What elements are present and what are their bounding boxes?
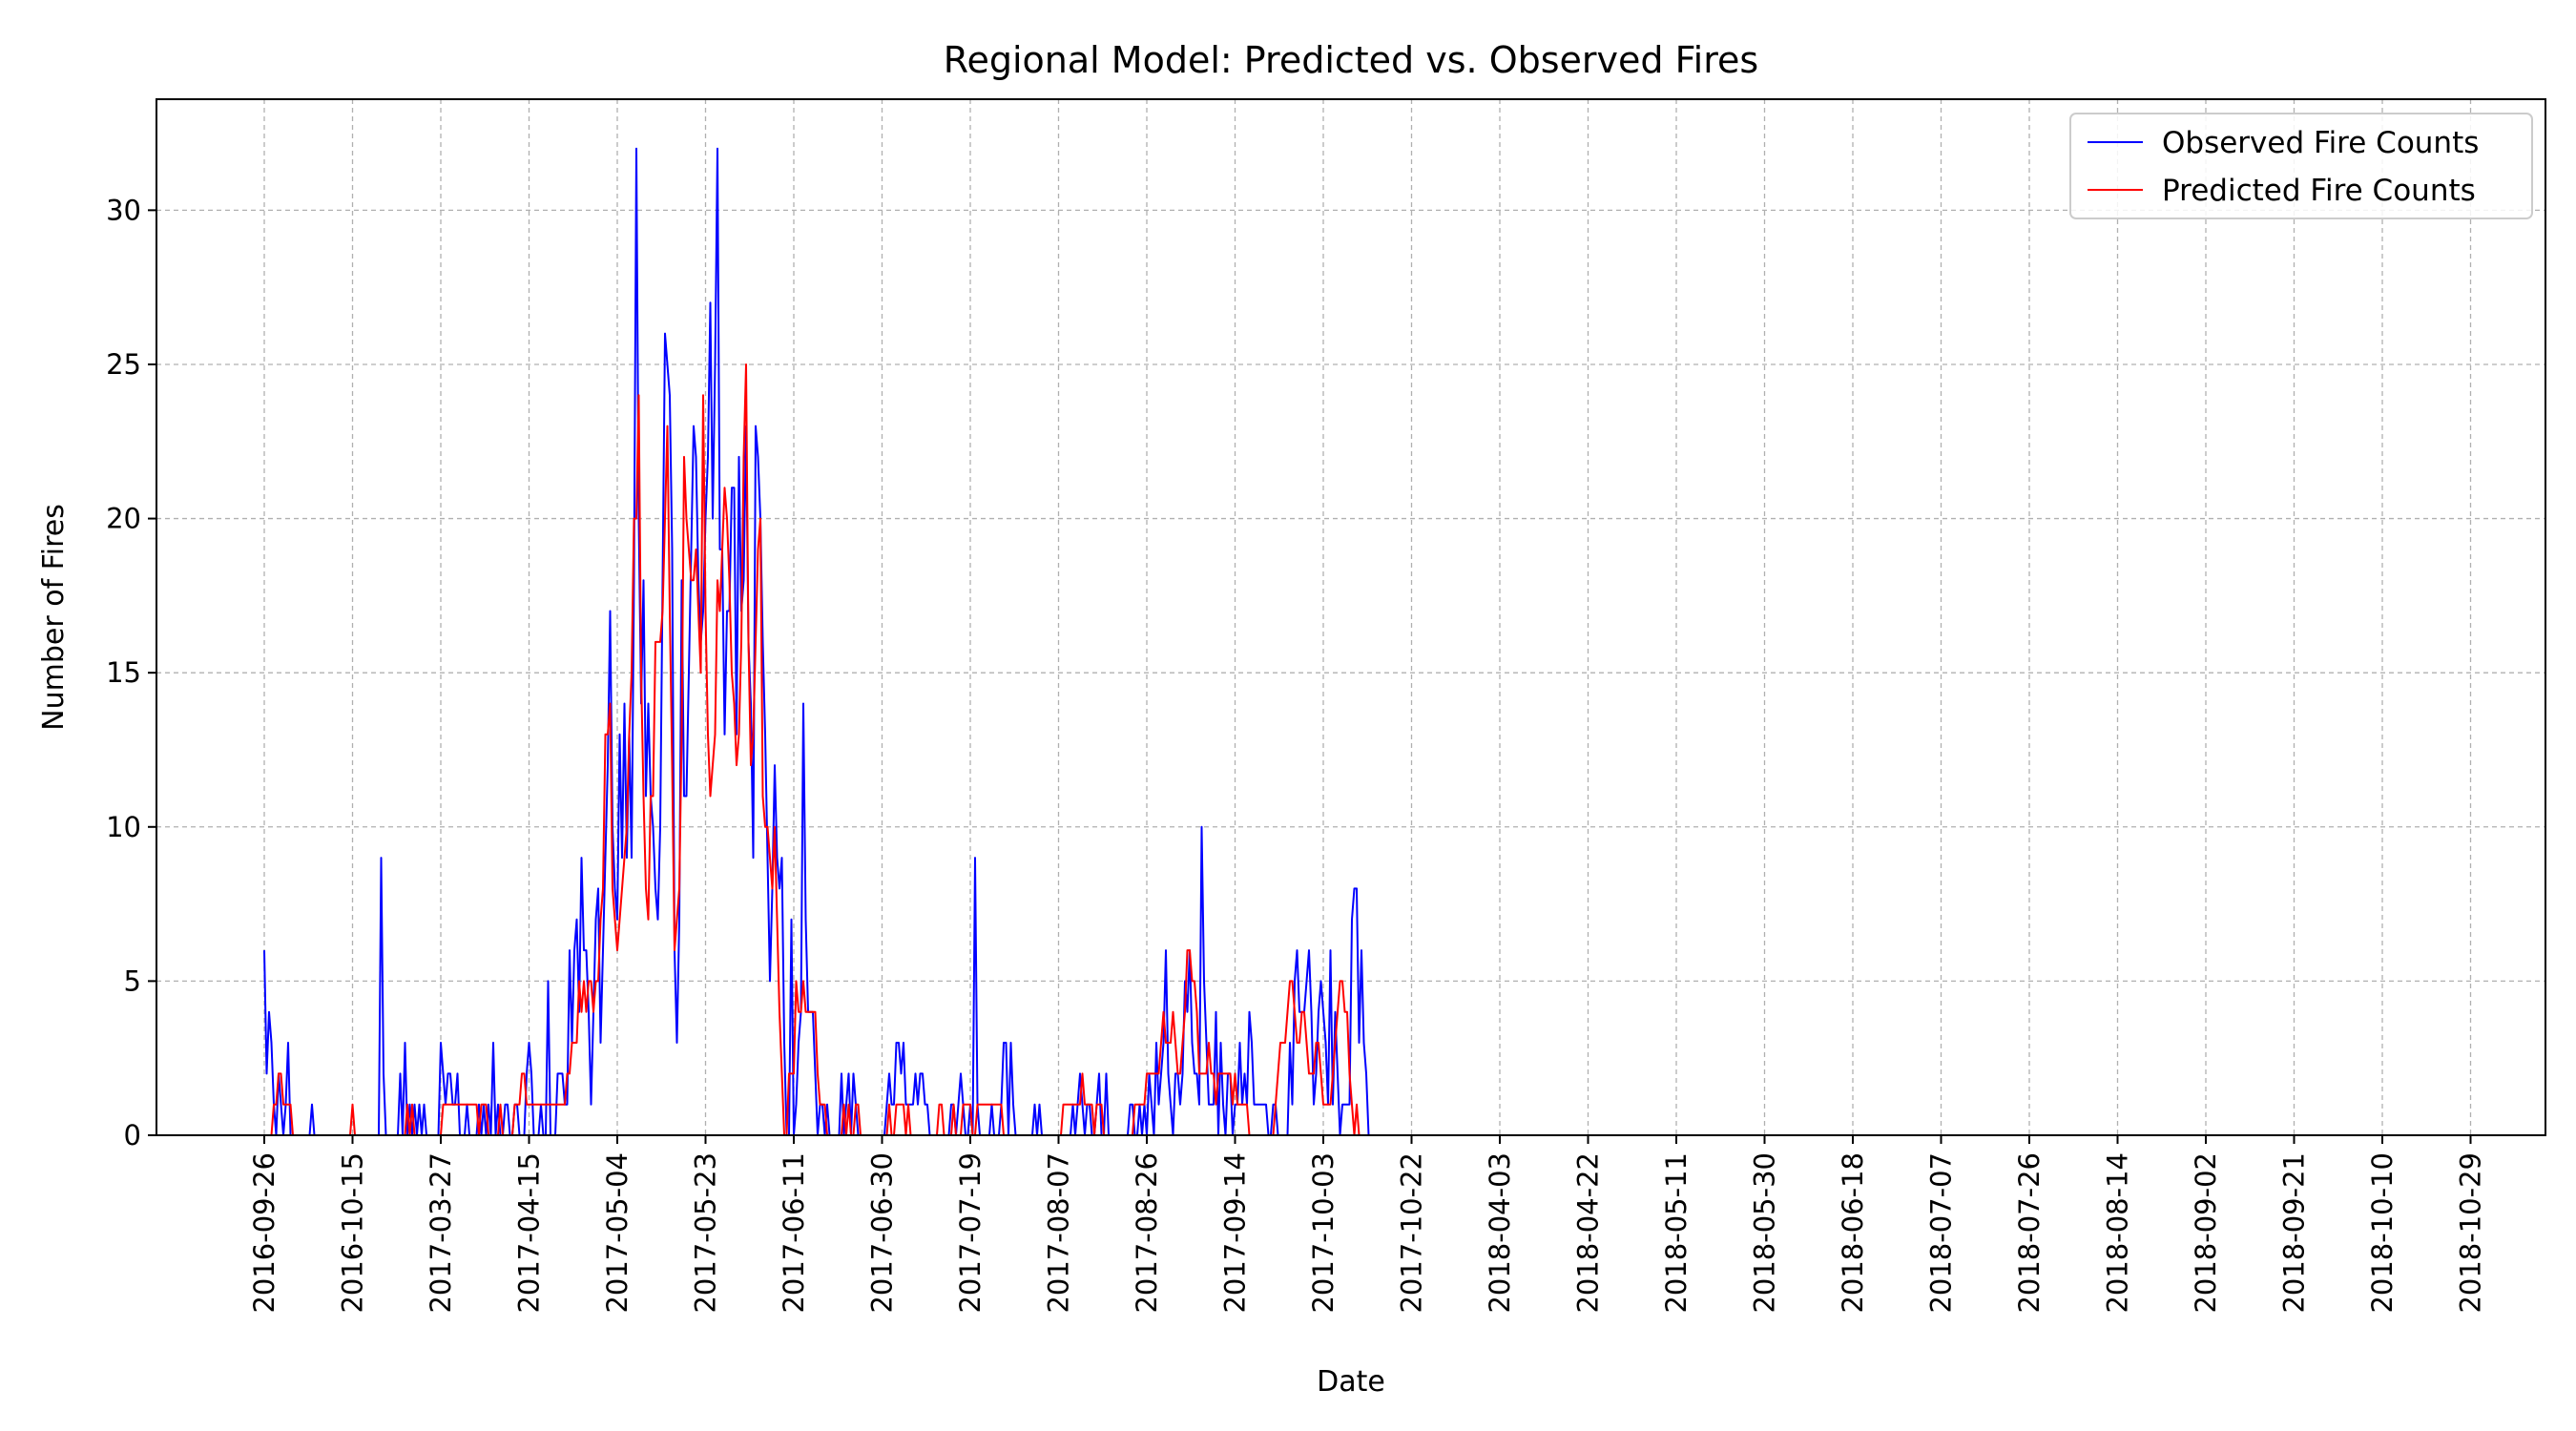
legend: Observed Fire Counts Predicted Fire Count… [2069,113,2533,219]
y-axis: 0 5 10 15 20 25 30 [106,194,156,1151]
legend-box [2069,113,2533,219]
y-tick-label: 0 [124,1119,141,1151]
y-tick-label: 5 [124,964,141,997]
x-tick-label: 2018-07-26 [2013,1152,2046,1314]
y-tick-label: 30 [106,194,141,226]
plot-area-frame [156,98,2546,1136]
x-tick-label: 2018-10-29 [2455,1152,2487,1314]
x-tick-label: 2017-05-23 [690,1152,722,1314]
x-axis-label: Date [1317,1365,1385,1399]
x-tick-label: 2017-03-27 [425,1152,457,1314]
x-tick-label: 2018-09-21 [2278,1152,2311,1314]
y-tick-label: 20 [106,503,141,535]
x-tick-label: 2018-05-30 [1749,1152,1781,1314]
grid-lines [156,99,2545,1136]
x-tick-label: 2018-07-07 [1925,1152,1958,1314]
predicted-series-line [264,363,1471,1136]
x-tick-label: 2018-08-14 [2102,1152,2134,1314]
x-tick-label: 2018-09-02 [2190,1152,2222,1314]
legend-observed-label: Observed Fire Counts [2162,126,2479,160]
x-tick-label: 2018-04-03 [1484,1152,1516,1314]
x-tick-label: 2017-04-15 [513,1152,546,1314]
x-tick-label: 2017-06-11 [778,1152,810,1314]
y-tick-label: 25 [106,348,141,381]
y-axis-label: Number of Fires [37,504,71,731]
chart-title: Regional Model: Predicted vs. Observed F… [944,39,1758,81]
x-tick-label: 2017-09-14 [1219,1152,1252,1314]
x-tick-label: 2016-10-15 [337,1152,369,1314]
x-tick-label: 2017-05-04 [601,1152,634,1314]
legend-predicted-label: Predicted Fire Counts [2162,174,2476,208]
x-tick-label: 2018-06-18 [1837,1152,1869,1314]
x-tick-label: 2017-10-22 [1396,1152,1428,1314]
x-tick-label: 2018-10-10 [2366,1152,2399,1314]
x-tick-label: 2017-08-26 [1131,1152,1163,1314]
x-tick-label: 2016-09-26 [248,1152,280,1314]
y-tick-label: 10 [106,811,141,843]
x-tick-label: 2017-10-03 [1307,1152,1340,1314]
y-tick-label: 15 [106,656,141,689]
x-tick-label: 2017-08-07 [1043,1152,1075,1314]
x-tick-label: 2017-07-19 [954,1152,987,1314]
x-axis: 2016-09-26 2016-10-15 2017-03-27 2017-04-15… [248,1135,2487,1314]
x-tick-label: 2018-05-11 [1660,1152,1693,1314]
x-tick-label: 2017-06-30 [866,1152,899,1314]
x-tick-label: 2018-04-22 [1572,1152,1605,1314]
